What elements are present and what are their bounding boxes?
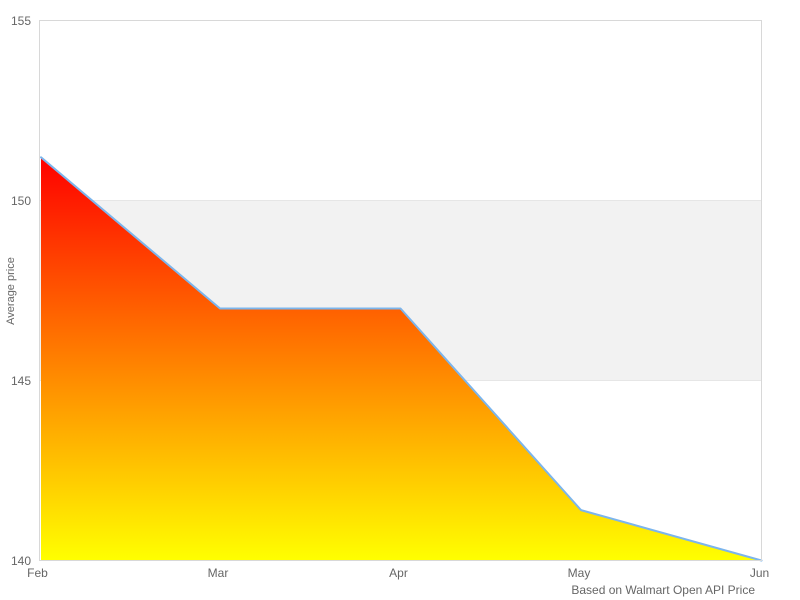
- x-tick-label: May: [567, 566, 591, 580]
- y-tick-label: 150: [10, 193, 31, 208]
- y-tick-label: 145: [10, 373, 31, 388]
- y-axis-title: Average price: [5, 257, 17, 325]
- y-tick-label: 140: [10, 553, 31, 568]
- area-fill: [41, 157, 762, 561]
- x-tick-label: Jun: [749, 566, 770, 580]
- x-tick-label: Apr: [389, 566, 408, 580]
- y-tick-label: 155: [10, 13, 31, 28]
- x-tick-label: Mar: [207, 566, 229, 580]
- plot-border: [39, 20, 762, 561]
- credits-text: Based on Walmart Open API Price: [571, 583, 755, 597]
- x-tick-label: Feb: [27, 566, 48, 580]
- price-line: [40, 156, 763, 562]
